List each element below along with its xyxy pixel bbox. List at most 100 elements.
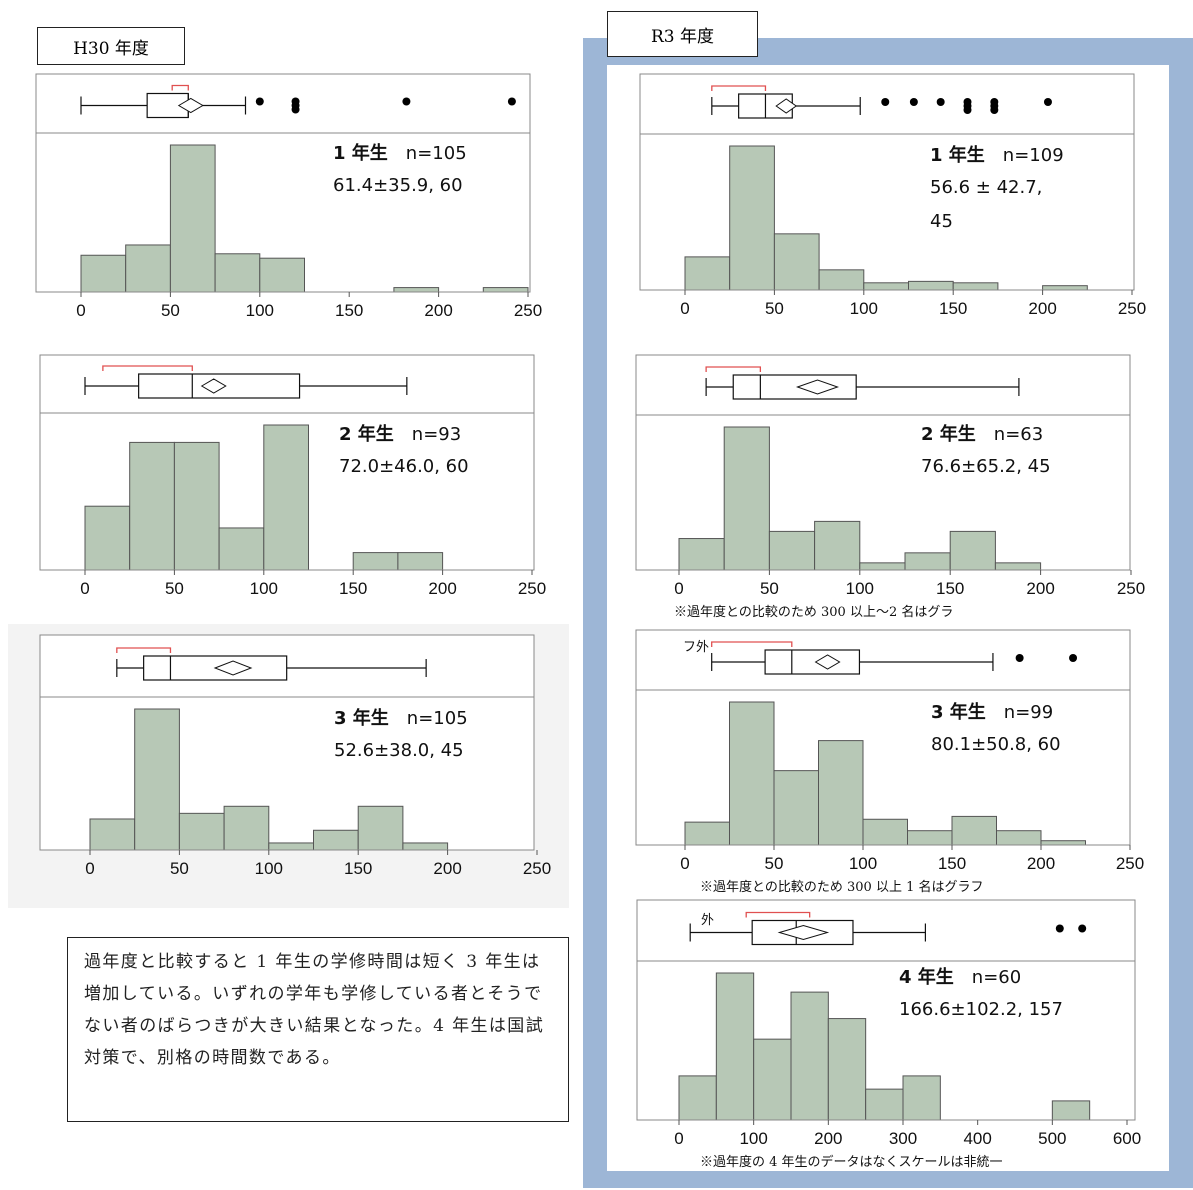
x-tick-label: 200 <box>814 1129 842 1148</box>
sample-size: n=63 <box>976 424 1043 445</box>
x-tick-label: 200 <box>1028 299 1056 318</box>
histogram-bar <box>80 254 127 293</box>
histogram-bar <box>259 257 306 293</box>
histogram-bar <box>768 530 816 571</box>
outlier-point <box>990 106 999 114</box>
histogram-bar <box>482 287 529 293</box>
x-tick-label: 0 <box>80 579 89 598</box>
outlier-point <box>1015 654 1024 662</box>
grade-name: 1 年生 <box>333 142 388 164</box>
x-tick-label: 150 <box>344 859 372 878</box>
outlier-point <box>402 97 411 106</box>
shortest-half-bracket <box>171 84 189 91</box>
histogram-bar <box>218 527 265 571</box>
outlier-point <box>1043 98 1052 106</box>
stats-label: 76.6±65.2, 45 <box>921 456 1051 477</box>
chart-r3-grade3: 0 50 100 150 200 250 3 年生 n=99 80.1±50.8, 60 <box>635 629 1144 873</box>
histogram-bar <box>729 145 775 291</box>
x-tick-label: 0 <box>85 859 94 878</box>
histogram-bar <box>393 287 440 293</box>
grade-label: 2 年生 n=63 <box>921 423 1043 445</box>
note-r3-grade3-top: フ外 <box>683 640 710 655</box>
x-tick-label: 200 <box>433 859 461 878</box>
chart-h30-grade1: 0 50 100 150 200 250 1 年生 n=105 61.4±35.9, 60 <box>35 73 542 320</box>
x-tick-label: 250 <box>1117 579 1145 598</box>
shortest-half-bracket <box>705 366 762 372</box>
histogram-bar <box>1051 1100 1091 1121</box>
outlier-point <box>936 98 945 106</box>
histogram-bar <box>818 269 865 291</box>
outlier-point <box>963 106 972 114</box>
chart-r3-grade1: 0 50 100 150 200 250 1 年生 n=109 56.6 ± 42.7, 45 <box>639 73 1146 318</box>
histogram-bar <box>89 818 136 851</box>
histogram-bar <box>178 812 225 851</box>
x-tick-label: 100 <box>849 854 877 873</box>
x-tick-label: 50 <box>165 579 184 598</box>
stats-label: 80.1±50.8, 60 <box>931 734 1061 755</box>
grade-label: 1 年生 n=109 <box>930 144 1064 166</box>
chart-r3-grade4: 0 100 200 300 400 500 600 4 年生 n=60 166.6±102.2,… <box>636 899 1141 1148</box>
grade-label: 4 年生 n=60 <box>899 966 1021 988</box>
x-tick-label: 250 <box>523 859 551 878</box>
histogram-bar <box>357 805 404 851</box>
histogram-bar <box>169 144 216 293</box>
histogram-bar <box>862 818 908 846</box>
histogram-bar <box>753 1038 792 1121</box>
histogram-bar <box>173 441 220 571</box>
grade-name: 1 年生 <box>930 144 985 166</box>
mean-diamond <box>775 98 798 114</box>
histogram-bar <box>402 842 449 851</box>
x-tick-label: 250 <box>514 301 542 320</box>
x-tick-label: 100 <box>255 859 283 878</box>
histogram-bar <box>827 1018 867 1121</box>
x-tick-label: 50 <box>765 854 784 873</box>
x-tick-label: 0 <box>680 299 689 318</box>
shortest-half-bracket <box>116 647 172 653</box>
histogram-bar <box>684 821 730 846</box>
note-r3-grade3: ※過年度との比較のため 300 以上 1 名はグラフ <box>700 880 984 895</box>
x-tick-label: 150 <box>938 854 966 873</box>
histogram-bar <box>863 282 910 291</box>
histogram-bar <box>814 520 861 571</box>
histogram-bar <box>994 562 1042 571</box>
outlier-point <box>881 98 890 106</box>
outlier-point <box>909 98 918 106</box>
x-tick-label: 250 <box>1118 299 1146 318</box>
h30-header: H30 年度 <box>37 27 185 65</box>
histogram-bar <box>313 829 359 851</box>
grade-label: 1 年生 n=105 <box>333 142 467 164</box>
outlier-point <box>507 97 516 106</box>
boxplot-panel <box>635 354 1131 416</box>
x-tick-label: 200 <box>428 579 456 598</box>
boxplot-panel <box>635 629 1131 691</box>
histogram-bar <box>723 426 770 571</box>
x-tick-label: 0 <box>76 301 85 320</box>
histogram-bar <box>1042 285 1088 291</box>
x-tick-label: 200 <box>1026 579 1054 598</box>
shortest-half-bracket <box>745 911 811 918</box>
x-tick-label: 100 <box>850 299 878 318</box>
note-r3-grade4-top: 外 <box>701 913 715 928</box>
x-tick-label: 600 <box>1113 1129 1141 1148</box>
r3-header: R3 年度 <box>607 11 758 57</box>
outlier-point <box>1055 924 1064 933</box>
shortest-half-bracket <box>711 641 793 647</box>
note-r3-grade2: ※過年度との比較のため 300 以上～2 名はグラ <box>674 605 954 620</box>
x-tick-label: 100 <box>250 579 278 598</box>
histogram-bar <box>907 830 953 846</box>
grade-name: 3 年生 <box>334 707 389 729</box>
x-tick-label: 150 <box>339 579 367 598</box>
x-tick-label: 0 <box>674 1129 683 1148</box>
histogram-bar <box>397 552 444 571</box>
x-tick-label: 500 <box>1038 1129 1066 1148</box>
histogram-bar <box>790 991 829 1121</box>
x-tick-label: 100 <box>246 301 274 320</box>
x-tick-label: 50 <box>161 301 180 320</box>
histogram-bar <box>715 972 755 1121</box>
histogram-bar <box>773 770 819 846</box>
grade-label: 3 年生 n=105 <box>334 707 468 729</box>
histogram-bar <box>678 1075 717 1121</box>
outlier-point <box>255 97 264 106</box>
mean-diamond <box>200 378 227 394</box>
grade-label: 3 年生 n=99 <box>931 701 1053 723</box>
